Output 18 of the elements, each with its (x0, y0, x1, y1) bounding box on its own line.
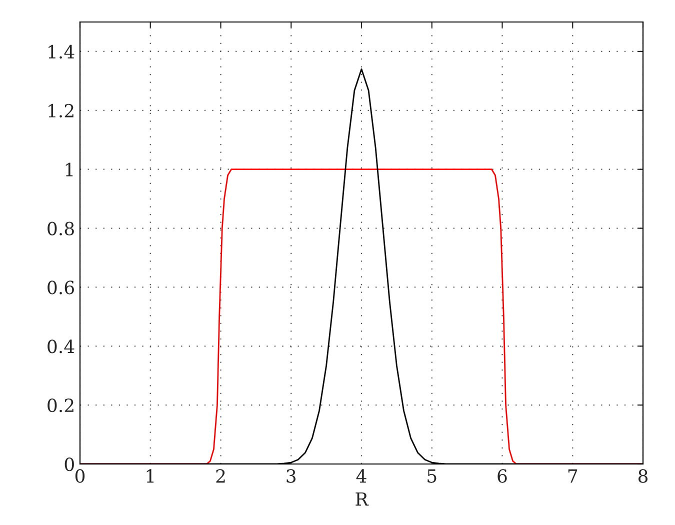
x-tick-label: 0 (75, 469, 85, 483)
y-tick-label: 0.2 (48, 398, 74, 412)
y-tick-label: 0.6 (48, 280, 74, 294)
x-tick-label: 2 (216, 469, 225, 483)
y-tick-label: 1.2 (48, 104, 74, 118)
x-tick-label: 3 (286, 469, 296, 483)
y-tick-label: 1 (66, 162, 73, 176)
x-tick-label: 7 (568, 469, 578, 483)
y-tick-label: 1.4 (48, 44, 74, 59)
x-tick-label: 8 (638, 469, 648, 483)
x-tick-label: 5 (428, 469, 436, 483)
y-tick-label: 0.4 (48, 340, 74, 354)
y-tick-label: 0 (64, 457, 74, 472)
x-tick-label: 6 (498, 469, 507, 483)
x-axis-title: R (356, 492, 369, 506)
x-tick-label: 4 (356, 469, 366, 483)
y-tick-label: 0.8 (48, 222, 74, 236)
x-tick-label: 1 (146, 469, 154, 483)
